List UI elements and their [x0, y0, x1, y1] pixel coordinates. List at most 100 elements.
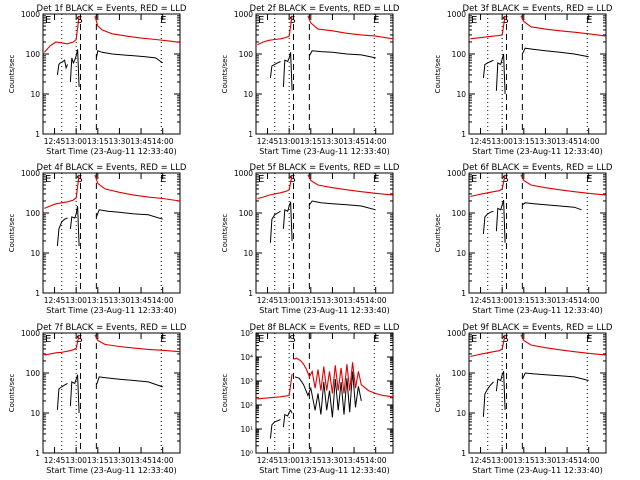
event-marker-e: E [586, 15, 592, 26]
y-axis-label: Counts/sec [221, 374, 229, 413]
lld-series-line [470, 334, 506, 357]
x-tick-label: 13:00 [491, 296, 513, 305]
events-series-line [482, 381, 494, 417]
y-tick-label: 1000 [234, 169, 253, 178]
x-tick-label: 13:30 [535, 137, 557, 146]
lld-series-line [94, 174, 180, 202]
y-tick-label: 1 [461, 130, 466, 139]
x-tick-label: 12:45 [44, 296, 66, 305]
plot-frame [42, 332, 181, 454]
events-series-line [482, 59, 494, 79]
panel-det-7f: Det 7f BLACK = Events, RED = LLD 1 10 100 10… [8, 323, 187, 475]
event-marker-e: E [45, 174, 51, 185]
x-tick-label: 14:00 [152, 456, 174, 465]
event-marker-e: E [373, 174, 379, 185]
y-tick-label: 1 [461, 289, 466, 298]
panel-title: Det 8f BLACK = Events, RED = LLD [250, 323, 400, 333]
lld-series-line [293, 357, 393, 398]
event-marker-e: E [258, 334, 264, 345]
x-tick-label: 12:45 [257, 456, 279, 465]
y-tick-label: 10⁰ [240, 449, 253, 458]
x-tick-label: 12:45 [257, 296, 279, 305]
y-axis-label: Counts/sec [8, 214, 16, 253]
lld-series-line [257, 373, 293, 400]
event-marker-s: S [502, 15, 508, 26]
lld-series-line [470, 174, 506, 197]
x-tick-label: 13:15 [513, 456, 535, 465]
x-axis-label: Start Time (23-Aug-11 12:33:40) [259, 306, 390, 315]
event-marker-e: E [45, 334, 51, 345]
y-tick-label: 1 [35, 289, 40, 298]
event-marker-s: S [502, 334, 508, 345]
y-tick-label: 1 [35, 130, 40, 139]
y-tick-label: 10⁴ [240, 353, 253, 362]
x-tick-label: 13:30 [535, 296, 557, 305]
event-marker-s: S [76, 174, 82, 185]
y-tick-label: 10⁵ [240, 329, 253, 338]
y-tick-label: 100 [452, 209, 467, 218]
x-tick-label: 13:00 [278, 137, 300, 146]
events-series-line [269, 61, 281, 79]
events-series-line [482, 210, 494, 234]
x-tick-label: 13:15 [87, 137, 109, 146]
series-group [470, 334, 606, 417]
y-axis-label: Counts/sec [8, 374, 16, 413]
x-tick-label: 14:00 [365, 137, 387, 146]
plot-frame [255, 172, 394, 294]
event-marker-e: E [45, 15, 51, 26]
panel-det-2f: Det 2f BLACK = Events, RED = LLD 1 10 100 10… [221, 4, 400, 156]
y-axis-label: Counts/sec [221, 55, 229, 94]
x-tick-label: 13:45 [556, 137, 578, 146]
lld-series-line [520, 334, 606, 356]
y-tick-label: 10² [240, 401, 253, 410]
y-tick-label: 1000 [234, 10, 253, 19]
plot-frame [42, 13, 181, 135]
y-tick-label: 1 [248, 130, 253, 139]
lld-series-line [94, 15, 180, 43]
lld-series-line [257, 174, 293, 200]
event-marker-e: E [586, 174, 592, 185]
y-axis-label: Counts/sec [434, 214, 442, 253]
x-tick-label: 13:45 [556, 296, 578, 305]
x-tick-label: 13:45 [343, 456, 365, 465]
x-tick-label: 13:30 [322, 296, 344, 305]
events-series-line [495, 199, 506, 243]
events-series-line [521, 47, 589, 58]
event-marker-e: E [160, 334, 166, 345]
event-marker-e: E [471, 174, 477, 185]
panel-title: Det 1f BLACK = Events, RED = LLD [37, 4, 187, 14]
y-tick-label: 100 [452, 50, 467, 59]
x-tick-label: 13:45 [130, 296, 152, 305]
events-series-line [269, 418, 281, 439]
panel-title: Det 5f BLACK = Events, RED = LLD [250, 163, 400, 173]
panel-title: Det 6f BLACK = Events, RED = LLD [463, 163, 613, 173]
x-tick-label: 13:15 [513, 296, 535, 305]
event-marker-e: E [373, 334, 379, 345]
x-axis-label: Start Time (23-Aug-11 12:33:40) [259, 466, 390, 475]
x-tick-label: 13:15 [300, 296, 322, 305]
y-tick-label: 10 [456, 90, 466, 99]
events-series-line [69, 49, 80, 88]
plot-frame [468, 172, 607, 294]
event-marker-s: S [289, 174, 295, 185]
x-tick-label: 13:00 [65, 456, 87, 465]
event-marker-s: S [289, 334, 295, 345]
y-tick-label: 10 [456, 249, 466, 258]
series-group [257, 174, 393, 243]
lld-series-line [44, 334, 80, 356]
x-tick-label: 13:00 [65, 296, 87, 305]
x-tick-label: 13:30 [322, 456, 344, 465]
events-series-line [56, 59, 68, 75]
panel-det-9f: Det 9f BLACK = Events, RED = LLD 1 10 100 10… [434, 323, 613, 475]
y-tick-label: 100 [452, 369, 467, 378]
lld-series-line [520, 174, 606, 196]
x-tick-label: 12:45 [470, 296, 492, 305]
x-axis-label: Start Time (23-Aug-11 12:33:40) [472, 306, 603, 315]
x-tick-label: 13:45 [343, 137, 365, 146]
events-series-line [282, 52, 293, 91]
x-tick-label: 12:45 [470, 456, 492, 465]
event-marker-s: S [502, 174, 508, 185]
plot-frame [42, 172, 181, 294]
event-marker-s: S [289, 15, 295, 26]
plot-frame [255, 332, 394, 454]
